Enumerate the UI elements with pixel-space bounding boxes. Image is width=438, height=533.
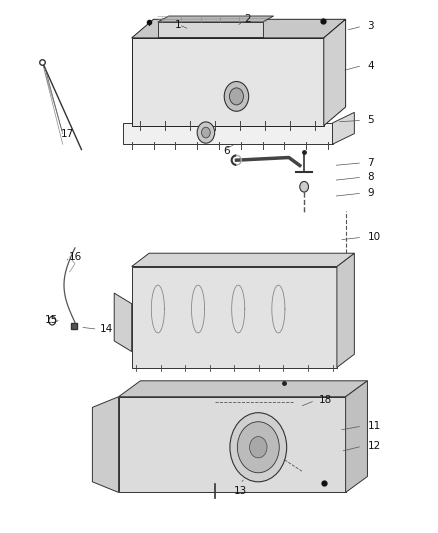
Circle shape xyxy=(230,88,244,105)
Polygon shape xyxy=(119,397,346,492)
Polygon shape xyxy=(158,16,274,22)
Circle shape xyxy=(201,127,210,138)
Circle shape xyxy=(237,422,279,473)
Polygon shape xyxy=(346,381,367,492)
Text: 15: 15 xyxy=(45,314,58,325)
Circle shape xyxy=(197,122,215,143)
Polygon shape xyxy=(114,293,132,352)
Text: 5: 5 xyxy=(367,115,374,125)
Polygon shape xyxy=(132,38,324,126)
Polygon shape xyxy=(92,397,119,492)
Text: 13: 13 xyxy=(233,486,247,496)
Text: 6: 6 xyxy=(223,146,230,156)
Polygon shape xyxy=(332,112,354,144)
Polygon shape xyxy=(123,123,332,144)
Polygon shape xyxy=(132,19,346,38)
Text: 4: 4 xyxy=(367,61,374,70)
Circle shape xyxy=(300,181,308,192)
Circle shape xyxy=(230,413,287,482)
Polygon shape xyxy=(324,19,346,126)
Text: 7: 7 xyxy=(367,158,374,168)
Polygon shape xyxy=(132,266,337,368)
Text: 10: 10 xyxy=(367,232,381,243)
Circle shape xyxy=(49,317,56,325)
Text: 3: 3 xyxy=(367,21,374,31)
Polygon shape xyxy=(158,22,263,37)
Text: 18: 18 xyxy=(318,395,332,406)
Text: 9: 9 xyxy=(367,188,374,198)
Text: 14: 14 xyxy=(100,324,113,334)
Text: 11: 11 xyxy=(367,421,381,431)
Text: 1: 1 xyxy=(175,20,182,30)
Circle shape xyxy=(250,437,267,458)
Text: 17: 17 xyxy=(61,128,74,139)
Text: 12: 12 xyxy=(367,441,381,451)
Text: 8: 8 xyxy=(367,172,374,182)
Text: 16: 16 xyxy=(68,252,81,262)
Polygon shape xyxy=(132,253,354,266)
Polygon shape xyxy=(337,253,354,368)
Text: 2: 2 xyxy=(244,14,251,24)
Polygon shape xyxy=(119,381,367,397)
Circle shape xyxy=(224,82,249,111)
